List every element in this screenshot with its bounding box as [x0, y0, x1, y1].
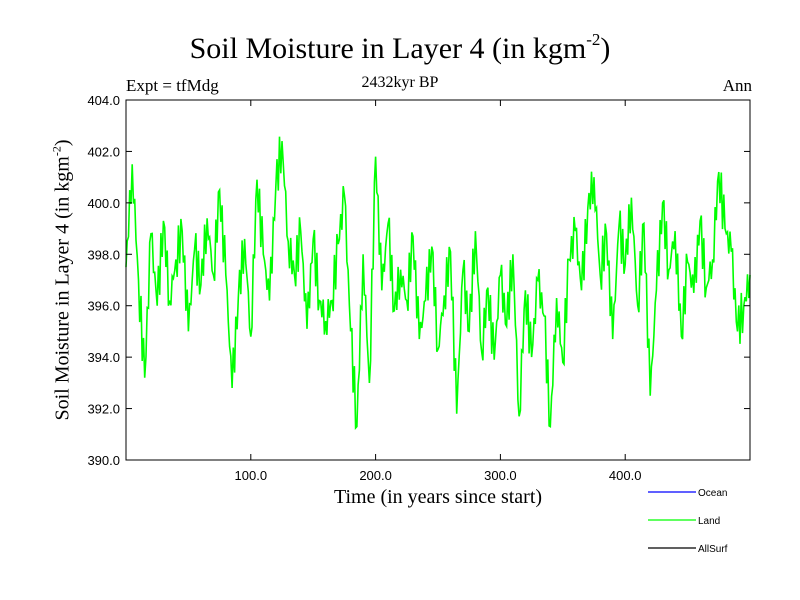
x-tick-label: 200.0 — [359, 468, 392, 483]
y-tick-label: 396.0 — [87, 299, 120, 314]
legend-label-allsurf: AllSurf — [698, 544, 728, 555]
x-tick-label: 300.0 — [484, 468, 517, 483]
y-tick-label: 394.0 — [87, 350, 120, 365]
period-label: Ann — [722, 76, 752, 95]
plot-frame — [125, 99, 751, 461]
x-tick-label: 400.0 — [609, 468, 642, 483]
legend-label-ocean: Ocean — [698, 488, 727, 499]
legend-label-land: Land — [698, 516, 720, 527]
y-tick-label: 400.0 — [87, 196, 120, 211]
y-tick-label: 392.0 — [87, 402, 120, 417]
y-tick-label: 398.0 — [87, 247, 120, 262]
experiment-label: Expt = tfMdg — [126, 76, 219, 95]
x-axis-label: Time (in years since start) — [333, 486, 543, 508]
axis-ticks: 390.0 392.0 394.0 396.0 398.0 400.0 402.0 404.0… — [87, 93, 750, 483]
series-line-land — [125, 136, 751, 430]
y-tick-label: 402.0 — [87, 144, 120, 159]
y-tick-label: 390.0 — [87, 453, 120, 468]
legend: Ocean Land AllSurf — [648, 488, 728, 555]
x-tick-label: 100.0 — [235, 468, 268, 483]
chart-title: Soil Moisture in Layer 4 (in kgm-2) — [189, 30, 611, 65]
series-layer — [125, 136, 751, 430]
chart-subtitle: 2432kyr BP — [361, 74, 439, 91]
y-tick-label: 404.0 — [87, 93, 120, 108]
